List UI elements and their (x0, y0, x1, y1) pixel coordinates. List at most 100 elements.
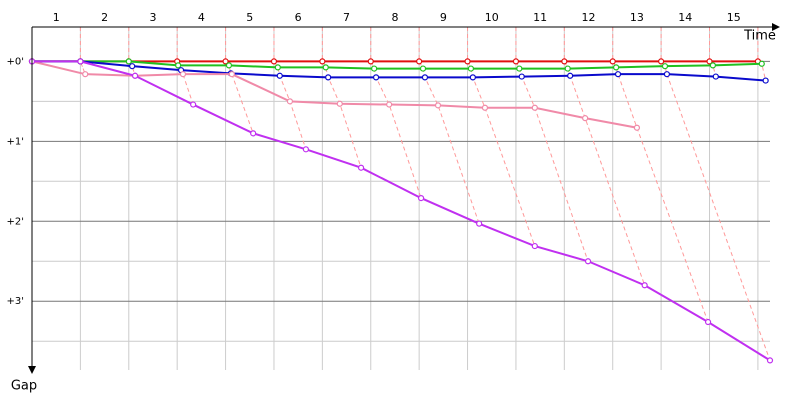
lap-connector (612, 27, 709, 323)
data-point (367, 58, 374, 65)
x-tick-label: 12 (582, 11, 596, 24)
lap-connector (370, 27, 422, 199)
lap-lines (79, 27, 771, 361)
data-point (386, 101, 393, 108)
y-tick-label: +2' (7, 216, 25, 227)
x-tick-label: 8 (391, 11, 398, 24)
data-point (225, 62, 233, 69)
data-point (325, 74, 332, 81)
series-line (32, 60, 762, 70)
data-point (434, 102, 442, 109)
data-point (77, 58, 84, 65)
data-point (125, 58, 132, 65)
x-tick-label: 7 (343, 11, 350, 24)
data-point (372, 74, 380, 81)
data-point (222, 58, 229, 65)
data-point (766, 357, 774, 364)
x-tick-label: 5 (246, 11, 253, 24)
data-point (706, 58, 713, 65)
data-point (421, 74, 429, 81)
data-point (467, 65, 475, 72)
y-axis-label: Gap (11, 379, 37, 394)
data-point (302, 146, 310, 153)
lap-connector (418, 27, 480, 224)
data-point (758, 60, 765, 67)
data-point (129, 63, 136, 70)
data-point (531, 104, 538, 111)
lap-connector (79, 27, 86, 75)
lap-connector (660, 27, 771, 361)
data-point (476, 220, 483, 227)
data-point (609, 58, 616, 65)
data-point (419, 65, 427, 72)
data-point (276, 72, 283, 79)
lap-connector (515, 27, 589, 262)
data-point (661, 63, 669, 70)
data-point (712, 73, 719, 80)
x-axis-arrow (772, 23, 780, 31)
series-line (32, 60, 771, 362)
data-point (131, 72, 139, 79)
data-point (531, 242, 538, 250)
x-tick-label: 6 (295, 11, 302, 24)
data-point (464, 58, 471, 65)
data-point (417, 195, 425, 202)
data-point (704, 318, 712, 326)
x-tick-label: 11 (533, 11, 547, 24)
data-point (250, 130, 257, 137)
y-tick-label: +0' (7, 56, 25, 67)
lap-connector (321, 27, 362, 168)
x-tick-label: 10 (485, 11, 499, 24)
data-point (336, 100, 343, 107)
y-axis-arrow (28, 366, 36, 374)
x-axis-label: Time (743, 29, 776, 44)
data-point (175, 62, 182, 69)
data-point (416, 58, 423, 65)
lap-connector (225, 27, 254, 134)
data-point (564, 65, 571, 72)
data-point (190, 101, 197, 108)
data-point (709, 62, 716, 69)
x-tick-label: 9 (440, 11, 447, 24)
lap-connector (273, 27, 307, 150)
data-point (613, 64, 620, 71)
data-point (481, 104, 489, 111)
y-tick-label: +1' (7, 136, 25, 147)
data-point (228, 71, 235, 78)
data-point (516, 65, 523, 72)
data-point (270, 58, 278, 65)
data-point (641, 282, 648, 289)
data-point (633, 124, 641, 131)
data-point (322, 64, 329, 71)
data-point (286, 98, 294, 105)
data-point (567, 72, 574, 79)
series-line (31, 60, 638, 129)
x-tick-label: 14 (678, 11, 692, 24)
lap-connector (467, 27, 536, 247)
data-point (179, 71, 187, 78)
data-point (512, 58, 520, 65)
data-point (561, 58, 568, 65)
data-point (274, 64, 281, 71)
x-tick-label: 13 (630, 11, 644, 24)
lap-connector (176, 27, 194, 105)
data-point (582, 115, 589, 122)
series-line (32, 60, 766, 82)
data-point (469, 74, 476, 81)
data-point (658, 58, 665, 65)
x-tick-label: 1 (53, 11, 60, 24)
x-tick-label: 2 (101, 11, 108, 24)
data-point (584, 258, 592, 265)
x-tick-label: 4 (198, 11, 205, 24)
data-point (82, 71, 89, 78)
data-point (663, 71, 671, 78)
data-point (614, 71, 622, 78)
lap-connector (563, 27, 646, 286)
data-point (518, 73, 525, 80)
x-tick-label: 3 (149, 11, 156, 24)
series-layer (28, 58, 774, 364)
grid: 1 2 3 4 5 6 7 8 9 10 11 12 13 14 15+0'+1'+2'+3' (7, 11, 770, 370)
data-point (319, 58, 326, 65)
data-point (371, 65, 378, 72)
